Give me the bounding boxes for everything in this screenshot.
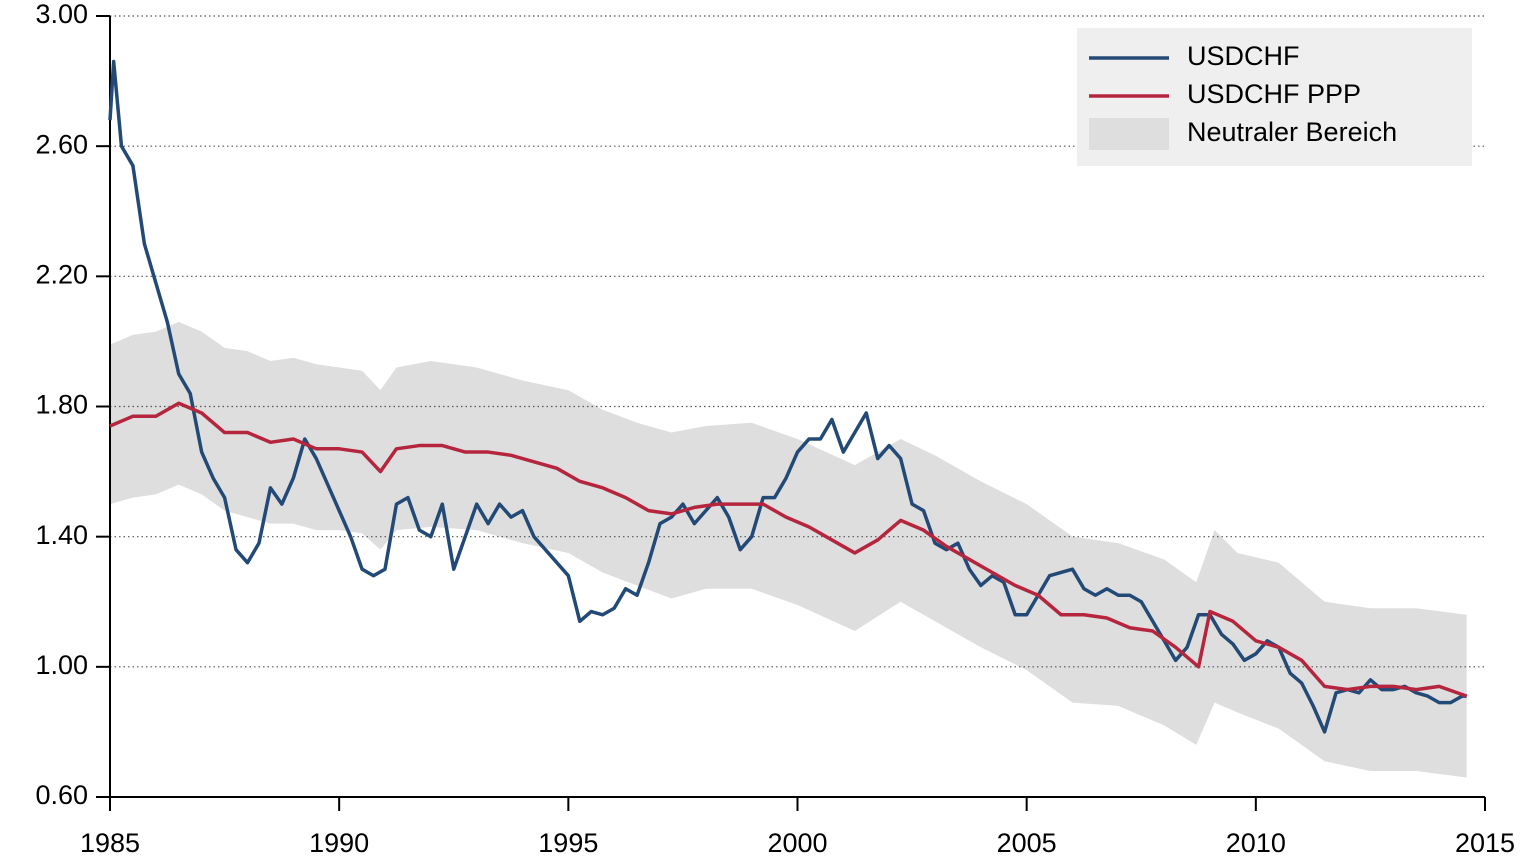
x-tick-label: 2015 <box>1455 828 1515 858</box>
y-tick-label: 3.00 <box>35 0 88 29</box>
y-tick-label: 1.00 <box>35 650 88 680</box>
y-tick-label: 1.40 <box>35 520 88 550</box>
legend-label: Neutraler Bereich <box>1187 117 1397 147</box>
legend-label: USDCHF PPP <box>1187 79 1361 109</box>
series-line <box>109 401 1468 698</box>
neutral-band <box>110 321 1467 778</box>
x-tick-label: 2010 <box>1226 828 1286 858</box>
series-line <box>108 59 1467 734</box>
x-tick-label: 1990 <box>309 828 369 858</box>
y-tick-label: 2.20 <box>35 259 88 289</box>
x-tick-label: 2005 <box>997 828 1057 858</box>
y-tick-label: 2.60 <box>35 129 88 159</box>
legend-label: USDCHF <box>1187 41 1300 71</box>
x-tick-label: 1985 <box>80 828 140 858</box>
y-tick-label: 0.60 <box>35 780 88 810</box>
x-tick-label: 2000 <box>767 828 827 858</box>
y-tick-label: 1.80 <box>35 390 88 420</box>
x-tick-label: 1995 <box>538 828 598 858</box>
legend: USDCHF USDCHF PPP Neutraler Bereich <box>1077 28 1472 166</box>
legend-swatch <box>1089 118 1169 150</box>
